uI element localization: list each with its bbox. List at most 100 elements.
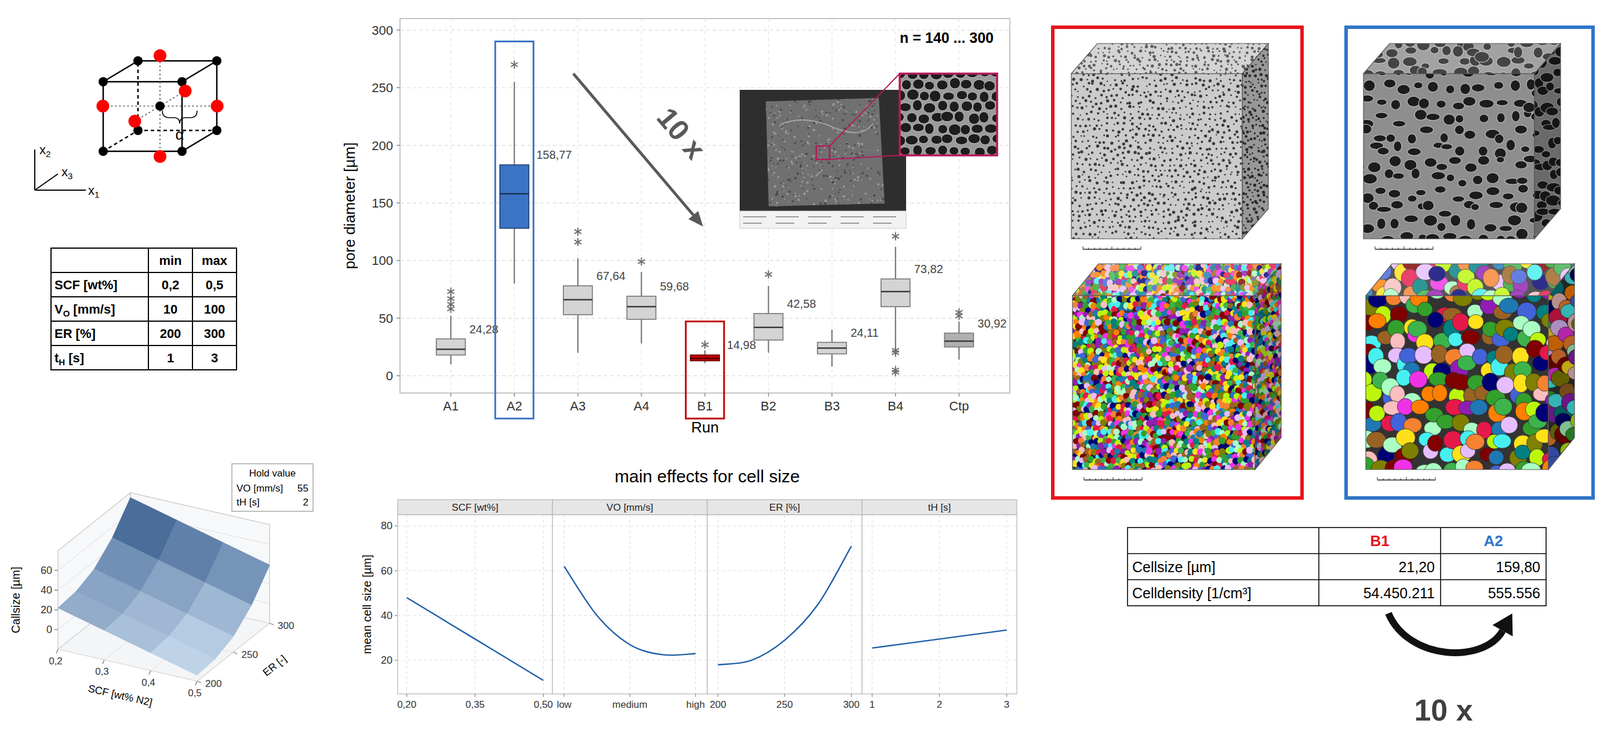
texture-dot — [768, 117, 771, 120]
pore — [1101, 77, 1104, 80]
median — [499, 193, 529, 195]
pore — [1120, 107, 1123, 111]
pore — [1190, 162, 1193, 166]
outlier-stroke — [574, 240, 582, 245]
pore — [1097, 173, 1100, 176]
pore — [1139, 192, 1143, 195]
zoom-pore — [955, 136, 968, 145]
pore — [1172, 107, 1176, 111]
texture-dot — [790, 129, 792, 132]
texture-dot — [803, 104, 806, 107]
cube-edge — [137, 60, 217, 63]
texture-dot — [794, 156, 798, 159]
pore — [1238, 193, 1241, 196]
pore — [1193, 164, 1198, 168]
pore — [1137, 173, 1140, 177]
pore — [1200, 140, 1203, 144]
pore — [1148, 117, 1152, 120]
pore — [1151, 185, 1154, 188]
pore — [1240, 179, 1242, 182]
pore — [1223, 151, 1226, 154]
grid-line — [704, 18, 705, 394]
pore — [1194, 128, 1197, 131]
texture-dot — [794, 100, 797, 103]
pore — [1238, 113, 1240, 115]
corner-point — [133, 56, 143, 66]
pore — [1216, 130, 1220, 134]
texture-dot — [766, 168, 770, 172]
tick-label: low — [556, 699, 572, 711]
pore — [1102, 89, 1106, 93]
annotation: 10 x — [650, 101, 712, 166]
pore — [1205, 94, 1208, 97]
pore — [1205, 147, 1209, 151]
pore — [1147, 133, 1150, 136]
pore — [1096, 76, 1100, 80]
pore — [1219, 74, 1222, 76]
pore — [1142, 169, 1145, 173]
texture-dot — [884, 104, 886, 106]
pore — [1245, 235, 1247, 238]
pore — [1200, 239, 1202, 242]
texture-dot — [790, 205, 792, 207]
chart-title: main effects for cell size — [614, 466, 800, 486]
pore — [1148, 157, 1152, 160]
pore — [1077, 147, 1080, 150]
pore — [1175, 75, 1178, 79]
pore — [1205, 215, 1208, 217]
pore — [1144, 233, 1147, 236]
pore — [1084, 124, 1087, 128]
pore — [1114, 202, 1117, 205]
whisker — [450, 354, 452, 365]
texture-dot — [782, 205, 784, 208]
pore — [1077, 96, 1079, 98]
texture-dot — [875, 204, 878, 207]
pore — [1077, 151, 1080, 154]
texture-dot — [824, 202, 827, 205]
pore — [1100, 157, 1103, 159]
pore — [1198, 169, 1201, 172]
tick — [514, 393, 516, 397]
pore — [1239, 79, 1242, 82]
pore — [1078, 156, 1081, 159]
zoom-pore — [984, 124, 998, 134]
zoom-pore — [974, 147, 985, 156]
texture-dot — [804, 142, 806, 144]
texture-dot — [830, 179, 833, 182]
pore — [1215, 123, 1218, 126]
pore — [1157, 227, 1160, 231]
pore — [1174, 180, 1178, 184]
pore — [1077, 214, 1081, 218]
data-label: 73,82 — [914, 262, 944, 276]
pore — [1172, 100, 1174, 103]
pore — [1159, 78, 1163, 82]
pore — [1224, 220, 1228, 224]
texture-dot — [852, 190, 854, 192]
hold-value: 55 — [297, 482, 309, 494]
cell: 10 — [163, 302, 178, 317]
zoom-pore — [919, 91, 930, 101]
pore — [1114, 117, 1117, 120]
outlier-stroke — [447, 302, 455, 307]
axial-point — [153, 49, 167, 63]
pore — [1183, 96, 1186, 99]
texture-dot — [852, 113, 854, 116]
tick — [768, 393, 770, 397]
tick — [396, 317, 400, 319]
pore — [1116, 40, 1120, 44]
pore — [1187, 157, 1190, 159]
pore — [1148, 129, 1151, 133]
pore — [1194, 91, 1196, 94]
pore — [1234, 208, 1239, 213]
texture-dot — [778, 150, 781, 154]
texture-dot — [829, 115, 831, 118]
texture-dot — [860, 173, 863, 175]
pore — [1088, 144, 1091, 148]
pore — [1207, 230, 1209, 232]
tick-label: B3 — [824, 398, 840, 414]
texture-dot — [773, 97, 775, 100]
texture-dot — [773, 111, 776, 114]
pore — [1108, 216, 1111, 219]
pore — [1162, 142, 1165, 145]
pore — [1099, 152, 1102, 155]
